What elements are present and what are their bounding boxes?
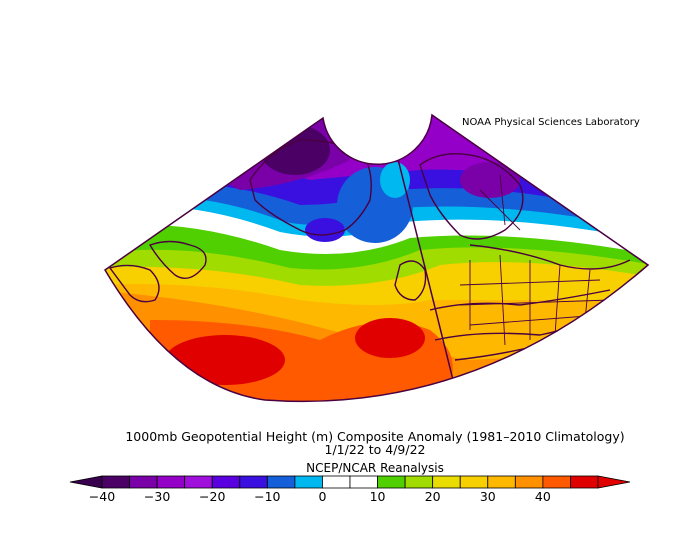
- indigo-pocket: [305, 218, 345, 242]
- legend-swatch: [322, 475, 351, 489]
- country-borders: [459, 174, 611, 346]
- dataset-label: NCEP/NCAR Reanalysis: [306, 461, 444, 475]
- legend-swatch: [211, 475, 241, 489]
- legend-tick-label: 0: [318, 489, 326, 504]
- legend-tick-label: −20: [199, 489, 225, 504]
- anomaly-field: [105, 115, 648, 402]
- legend-swatch: [459, 475, 489, 489]
- legend-swatch: [266, 475, 296, 489]
- meridian-line: [391, 134, 459, 401]
- legend-swatch: [432, 475, 461, 489]
- map-title: 1000mb Geopotential Height (m) Composite…: [125, 429, 625, 444]
- legend-tick-label: 30: [480, 489, 496, 504]
- max-red-west: [165, 335, 285, 385]
- legend-tick-label: 10: [370, 489, 386, 504]
- min-purple-east: [460, 162, 520, 198]
- legend-swatch: [349, 475, 378, 489]
- legend-swatch: [487, 475, 516, 489]
- legend-tick-label: 20: [425, 489, 441, 504]
- legend-swatch: [294, 475, 323, 489]
- legend-swatch: [129, 475, 158, 489]
- legend-swatch: [377, 475, 406, 489]
- legend-swatch: [239, 475, 268, 489]
- credit-label: NOAA Physical Sciences Laboratory: [462, 117, 640, 128]
- legend-swatch: [101, 475, 130, 489]
- legend-tick-label: 40: [535, 489, 551, 504]
- color-legend: −40 −30 −20 −10 0 10 20 30 40: [69, 475, 631, 504]
- legend-swatch: [404, 475, 434, 489]
- map-outline: [103, 113, 650, 403]
- legend-swatch: [156, 475, 186, 489]
- legend-swatch: [184, 475, 213, 489]
- legend-swatch: [514, 475, 544, 489]
- legend-tick-label: −30: [144, 489, 170, 504]
- max-red-east: [355, 318, 425, 358]
- legend-arrow-right: [597, 475, 631, 489]
- date-range: 1/1/22 to 4/9/22: [324, 442, 426, 457]
- min-purple-west: [260, 125, 330, 175]
- legend-arrow-left: [69, 475, 103, 489]
- legend-swatch: [542, 475, 571, 489]
- legend-swatch: [570, 475, 599, 489]
- legend-tick-label: −10: [254, 489, 280, 504]
- cyan-pocket: [380, 162, 410, 198]
- legend-tick-label: −40: [89, 489, 115, 504]
